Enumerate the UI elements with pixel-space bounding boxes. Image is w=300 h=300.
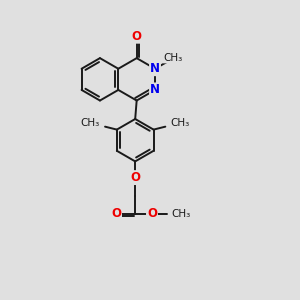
Text: O: O bbox=[111, 207, 121, 220]
Text: O: O bbox=[147, 207, 157, 220]
Text: CH₃: CH₃ bbox=[163, 53, 182, 63]
Text: O: O bbox=[132, 30, 142, 43]
Text: N: N bbox=[150, 83, 160, 96]
Text: N: N bbox=[150, 62, 160, 75]
Text: CH₃: CH₃ bbox=[80, 118, 100, 128]
Text: CH₃: CH₃ bbox=[172, 208, 191, 218]
Text: CH₃: CH₃ bbox=[171, 118, 190, 128]
Text: O: O bbox=[130, 171, 140, 184]
